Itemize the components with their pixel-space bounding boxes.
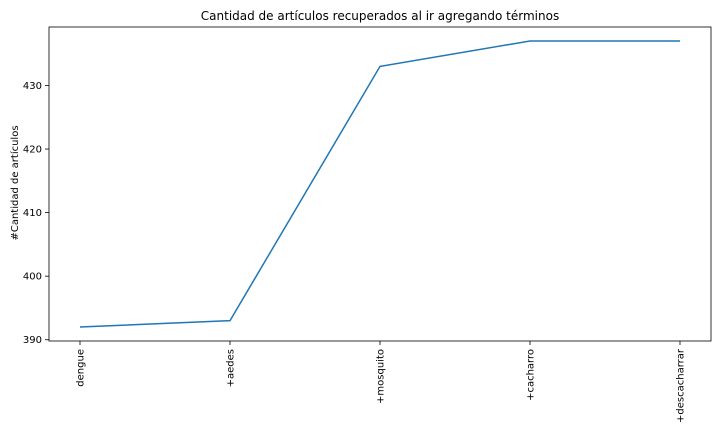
y-axis-label: #Cantidad de artículos [9, 125, 21, 240]
y-tick-label: 420 [23, 145, 42, 156]
y-tick-label: 400 [23, 272, 42, 283]
y-tick-label: 390 [23, 335, 42, 346]
plot-area [48, 26, 712, 342]
x-tick-label: dengue [76, 349, 87, 387]
series-group [79, 40, 681, 328]
y-tick-label: 430 [23, 81, 42, 92]
chart-title: Cantidad de artículos recuperados al ir … [201, 9, 559, 23]
y-tick-label: 410 [23, 208, 42, 219]
x-tick-label: +mosquito [376, 349, 387, 404]
x-tick-label: +descacharrar [676, 348, 687, 423]
series-line [79, 40, 680, 328]
x-axis: dengue +aedes +mosquito +cacharro +descachar… [76, 341, 687, 423]
x-tick-label: +cacharro [526, 349, 537, 401]
x-tick-label: +aedes [226, 349, 237, 387]
y-axis: 390 400 410 420 430 [23, 81, 49, 346]
